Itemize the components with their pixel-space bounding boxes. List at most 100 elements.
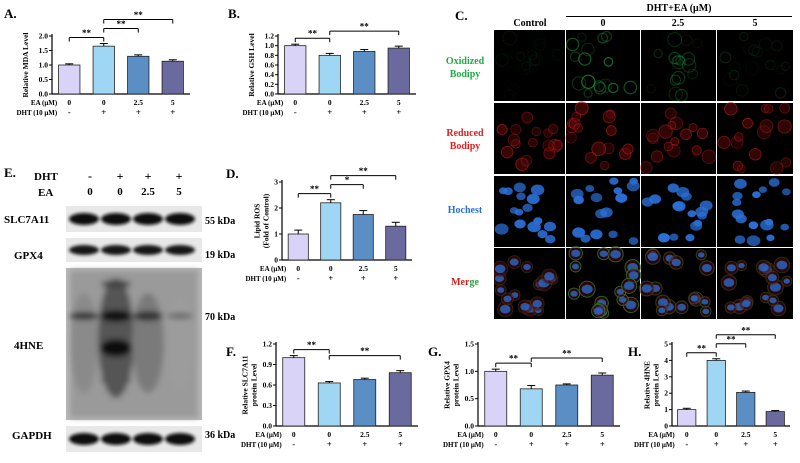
cell-nucleus [628,237,639,245]
bar-a-0 [58,64,81,95]
y-axis-label-h: protein Level [652,364,661,407]
cell-nucleus [690,295,698,302]
cell-green [494,260,509,277]
panel-c-col-label-2-5: 2.5 [671,18,685,29]
panel-b-letter: B. [228,6,240,21]
ea-row-label-f: EA (μM) [255,431,282,439]
sig-label-f: ** [307,340,317,350]
y-tick-label-h: 0 [664,422,668,431]
cell-green [699,260,715,276]
cell-green [671,54,686,70]
cell-red [701,149,716,164]
cell-red [669,116,683,131]
cell-nucleus [781,188,791,196]
cell-green [719,51,732,64]
cell-green [742,42,755,55]
cell-green [597,32,609,44]
cell-nucleus [623,281,635,290]
cell-red [496,124,508,135]
sig-label-d: ** [310,184,320,194]
cell-red [501,145,514,159]
ea-row-label-a: EA (μM) [31,99,58,107]
cell-nucleus [499,304,511,314]
cell-green [668,51,681,65]
cell-green [515,51,526,62]
ea-value-a-3: 5 [171,98,175,107]
cell-nucleus [532,299,542,308]
cell-nucleus [702,308,710,315]
cell-nucleus [667,183,679,193]
dht-value-f-0: - [292,439,295,449]
cell-green [692,38,703,49]
sig-label-b: ** [308,29,318,39]
cell-red [658,124,673,139]
bar-f-3 [388,372,412,427]
y-axis-label-d: (Fold of Control) [262,193,271,248]
cell-green [569,260,582,273]
bar-a-1 [92,45,115,95]
micrograph-oxidized-3 [717,30,793,101]
cell-nucleus [497,287,505,294]
ea-value-f-3: 5 [398,430,402,439]
blot-label-gapdh: GAPDH [12,430,52,442]
blot-ea-val-2: 2.5 [141,186,155,198]
chart-h: H. 0 1 2 3 4 5 Relative 4HNE protein Level ** ** **… [628,325,790,449]
cell-green [517,299,533,315]
row-label-reduced-l1: Reduced [446,128,484,139]
cell-red [639,161,653,174]
ea-value-b-3: 5 [397,98,401,107]
cell-red [542,139,555,152]
dht-value-g-1: + [529,439,534,449]
dht-value-f-3: + [398,439,403,449]
cell-green [533,33,546,46]
dht-value-f-1: + [327,439,332,449]
dht-value-h-1: + [714,439,719,449]
y-tick-label-a: 1.0 [39,61,49,70]
y-tick-label-b: 0.2 [265,80,275,89]
cell-green [729,61,741,73]
dht-value-h-0: - [685,439,688,449]
cell-green [668,86,684,102]
sig-label-g: ** [562,348,572,358]
y-tick-label-d: 1 [274,230,278,239]
cell-green [758,37,773,52]
y-tick-label-a: 2.0 [39,32,49,41]
ea-value-d-1: 0 [329,264,333,273]
cell-nucleus [572,227,586,238]
dht-value-a-1: + [101,107,106,117]
cell-red [756,125,771,140]
cell-red [591,141,606,157]
dht-value-d-0: - [297,273,300,283]
cell-green [748,44,760,57]
sig-label-h: ** [741,325,751,335]
kda-55: 55 kDa [205,216,236,227]
cell-red [770,161,784,175]
dht-row-label-b: DHT (10 μM) [242,109,283,117]
micrograph-bg [717,30,793,101]
cell-red [749,148,762,161]
cell-green [669,255,684,270]
dht-value-h-3: + [773,439,778,449]
panel-d-letter: D. [226,166,239,181]
ea-value-b-0: 0 [293,98,297,107]
dht-row-label-g: DHT (10 μM) [443,441,484,449]
cell-green [728,69,740,81]
cell-green [501,292,515,306]
chart-b: B. 0.00.20.40.60.81.01.2 Relative GSH Leve… [228,6,416,117]
cell-nucleus [609,177,619,185]
y-axis-label-f: Relative SLC7A11 [241,355,250,414]
dht-value-g-0: - [494,439,497,449]
cell-red [664,107,677,120]
y-tick-label-h: 1 [664,405,668,414]
dht-value-d-1: + [328,273,333,283]
sig-label-h: ** [697,343,707,353]
cell-red [780,157,791,168]
cell-nucleus [585,185,595,193]
cell-nucleus [699,200,713,211]
cell-nucleus [571,263,580,270]
cell-nucleus [758,263,769,272]
cell-nucleus [543,221,557,232]
cell-green [687,68,699,80]
cell-red [734,132,744,142]
cell-red [507,133,520,146]
